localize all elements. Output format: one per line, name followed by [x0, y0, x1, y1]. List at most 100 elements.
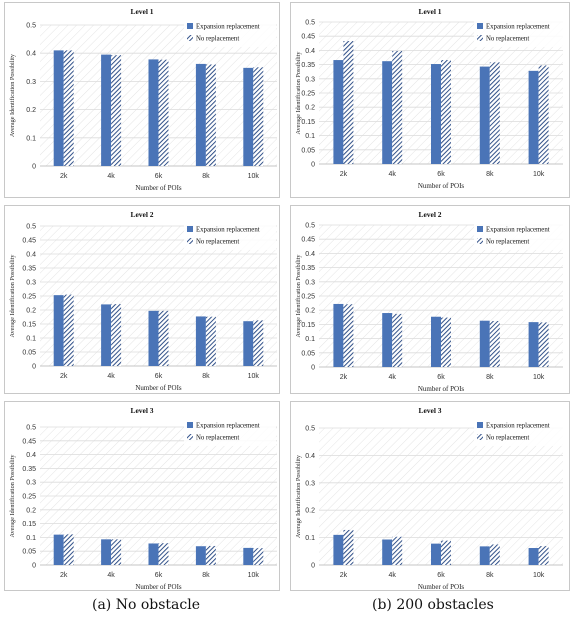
bar-no-replacement — [205, 64, 216, 166]
bar-no-replacement — [111, 539, 122, 565]
x-tick-label: 6k — [437, 374, 445, 381]
legend-label-no-replacement: No replacement — [196, 239, 239, 246]
x-axis-label: Number of POIs — [418, 385, 465, 393]
y-tick-label: 0.3 — [26, 79, 36, 86]
legend-label-no-replacement: No replacement — [486, 435, 529, 442]
y-tick-label: 0.3 — [305, 480, 315, 487]
bar-expansion-replacement — [528, 548, 539, 565]
x-tick-label: 8k — [486, 572, 494, 579]
y-axis-label: Average Identification Possibility — [295, 51, 302, 135]
chart-svg: 0 0.05 0.1 0.15 0.2 0.25 0.3 0.35 0.4 0.45 0.5 2k 4k… — [295, 210, 566, 393]
x-axis-label: Number of POIs — [418, 182, 465, 190]
legend-swatch-no-replacement — [477, 35, 483, 41]
bar-expansion-replacement — [528, 322, 539, 367]
y-tick-label: 0.2 — [26, 507, 36, 514]
bar-expansion-replacement — [101, 539, 112, 565]
bar-no-replacement — [489, 320, 500, 367]
bar-expansion-replacement — [333, 303, 344, 367]
y-tick-label: 0.1 — [26, 336, 36, 343]
bar-expansion-replacement — [243, 547, 254, 565]
bar-no-replacement — [343, 304, 354, 367]
legend-label-expansion: Expansion replacement — [196, 227, 260, 234]
y-tick-label: 0.1 — [305, 133, 315, 140]
x-axis-label: Number of POIs — [135, 184, 182, 192]
bar-no-replacement — [343, 41, 354, 164]
x-tick-label: 6k — [437, 572, 445, 579]
chart-title: Level 1 — [130, 7, 153, 16]
bar-expansion-replacement — [528, 70, 539, 164]
y-tick-label: 0.4 — [305, 453, 315, 460]
y-tick-label: 0.05 — [22, 350, 36, 357]
y-tick-label: 0.35 — [22, 466, 36, 473]
bar-expansion-replacement — [479, 320, 490, 367]
chart-title: Level 3 — [130, 406, 153, 415]
y-tick-label: 0.5 — [26, 425, 36, 432]
legend-swatch-no-replacement — [187, 434, 193, 440]
legend-label-expansion: Expansion replacement — [196, 423, 260, 430]
y-tick-label: 0.05 — [22, 549, 36, 556]
y-tick-label: 0 — [32, 164, 36, 171]
chart-panel-a-level3: 0 0.05 0.1 0.15 0.2 0.25 0.3 0.35 0.4 0.45 0.5 2k 4k… — [4, 401, 280, 591]
legend-swatch-no-replacement — [477, 434, 483, 440]
legend-swatch-expansion — [187, 226, 193, 232]
y-tick-label: 0.3 — [305, 76, 315, 83]
bar-expansion-replacement — [101, 304, 112, 366]
legend-swatch-expansion — [477, 422, 483, 428]
bar-expansion-replacement — [431, 64, 441, 164]
x-tick-label: 2k — [340, 374, 348, 381]
bar-no-replacement — [343, 529, 354, 565]
legend-label-no-replacement: No replacement — [196, 435, 239, 442]
legend-background — [474, 222, 566, 250]
bar-no-replacement — [253, 320, 264, 366]
y-tick-label: 0.5 — [305, 20, 315, 27]
chart-svg: 0 0.05 0.1 0.15 0.2 0.25 0.3 0.35 0.4 0.45 0.5 2k 4k… — [295, 7, 566, 190]
y-tick-label: 0.1 — [305, 336, 315, 343]
y-tick-label: 0.4 — [26, 252, 36, 259]
bar-no-replacement — [158, 59, 169, 166]
x-tick-label: 4k — [107, 572, 115, 579]
bar-no-replacement — [392, 313, 403, 367]
x-tick-label: 6k — [155, 173, 163, 180]
x-tick-label: 10k — [533, 572, 545, 579]
y-tick-label: 0.45 — [301, 34, 315, 41]
y-tick-label: 0 — [311, 365, 315, 372]
y-tick-label: 0.25 — [301, 294, 315, 301]
x-axis-label: Number of POIs — [418, 583, 465, 590]
bar-no-replacement — [538, 546, 549, 565]
bar-no-replacement — [63, 534, 74, 565]
chart-title: Level 1 — [418, 7, 441, 16]
y-tick-label: 0.5 — [305, 223, 315, 230]
y-tick-label: 0.5 — [305, 426, 315, 433]
x-tick-label: 4k — [388, 374, 396, 381]
bar-no-replacement — [253, 67, 264, 166]
legend-label-no-replacement: No replacement — [486, 239, 529, 246]
y-tick-label: 0.4 — [26, 452, 36, 459]
bar-expansion-replacement — [243, 67, 254, 166]
x-tick-label: 6k — [155, 572, 163, 579]
bar-expansion-replacement — [382, 313, 393, 367]
y-tick-label: 0.1 — [26, 535, 36, 542]
bar-expansion-replacement — [333, 534, 344, 565]
x-tick-label: 2k — [340, 572, 348, 579]
x-tick-label: 2k — [60, 373, 68, 380]
bar-expansion-replacement — [382, 539, 393, 565]
legend-background — [184, 19, 276, 47]
y-tick-label: 0.2 — [305, 105, 315, 112]
y-tick-label: 0.35 — [301, 62, 315, 69]
x-tick-label: 8k — [486, 374, 494, 381]
chart-title: Level 3 — [418, 406, 441, 415]
x-tick-label: 2k — [60, 173, 68, 180]
x-tick-label: 10k — [533, 171, 545, 178]
x-tick-label: 10k — [533, 374, 545, 381]
bar-expansion-replacement — [148, 543, 159, 565]
y-tick-label: 0.45 — [301, 237, 315, 244]
x-tick-label: 4k — [107, 373, 115, 380]
bar-no-replacement — [538, 322, 549, 367]
y-tick-label: 0.05 — [301, 147, 315, 154]
bar-no-replacement — [489, 544, 500, 565]
y-tick-label: 0.5 — [26, 224, 36, 231]
legend-background — [474, 418, 566, 446]
bar-expansion-replacement — [148, 59, 159, 166]
x-tick-label: 6k — [437, 171, 445, 178]
y-tick-label: 0 — [311, 162, 315, 169]
